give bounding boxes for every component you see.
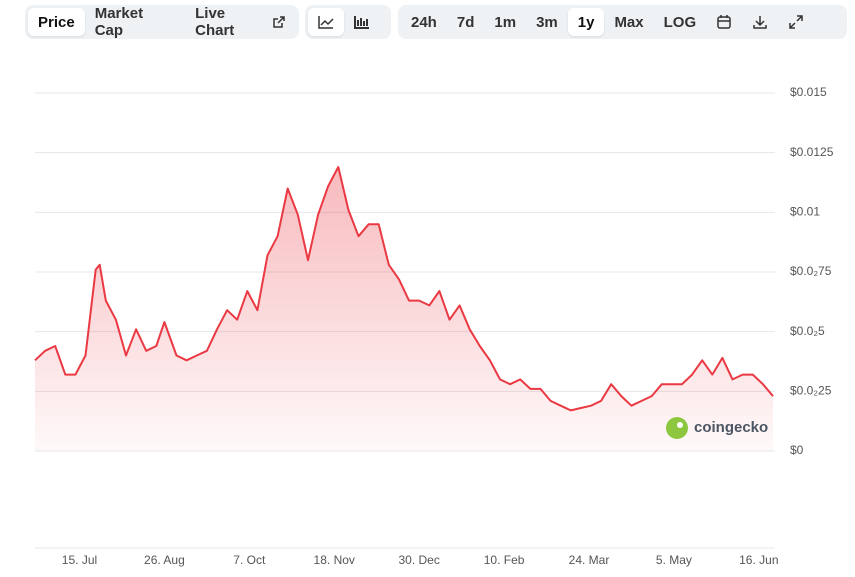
range-24h[interactable]: 24h <box>411 13 437 31</box>
x-tick-label: 7. Oct <box>233 553 266 567</box>
tab-group: Price Market Cap Live Chart <box>25 5 299 39</box>
y-tick-label: $0.0₂25 <box>790 384 832 398</box>
chart-type-group <box>305 5 391 39</box>
tab-label: Live Chart <box>195 5 235 39</box>
x-tick-label: 15. Jul <box>62 553 97 567</box>
y-tick-label: $0.01 <box>790 205 820 219</box>
download-icon <box>753 16 767 29</box>
x-tick-label: 24. Mar <box>569 553 610 567</box>
y-tick-label: $0.0125 <box>790 145 834 159</box>
y-tick-label: $0 <box>790 443 804 457</box>
calendar-icon <box>717 15 731 29</box>
tab-market-cap[interactable]: Market Cap <box>94 5 144 39</box>
calendar-button[interactable] <box>706 8 742 36</box>
candle-chart-button[interactable] <box>344 8 380 36</box>
range-max[interactable]: Max <box>614 13 644 31</box>
x-tick-label: 18. Nov <box>314 553 355 567</box>
x-tick-label: 16. Jun <box>739 553 778 567</box>
range-group: 24h 7d 1m 3m 1y Max LOG <box>398 5 847 39</box>
y-tick-label: $0.0₂75 <box>790 264 832 278</box>
range-1m[interactable]: 1m <box>494 13 517 31</box>
range-3m[interactable]: 3m <box>536 13 558 31</box>
candle-icon <box>354 16 369 29</box>
tab-live-chart[interactable]: Live Chart <box>185 5 296 39</box>
x-tick-label: 30. Dec <box>398 553 439 567</box>
line-icon <box>318 16 334 29</box>
x-tick-label: 10. Feb <box>484 553 525 567</box>
range-7d[interactable]: 7d <box>456 13 475 31</box>
y-tick-label: $0.015 <box>790 85 827 99</box>
price-line <box>34 166 774 412</box>
range-1y[interactable]: 1y <box>567 8 605 36</box>
fullscreen-button[interactable] <box>778 8 814 36</box>
tab-price[interactable]: Price <box>28 8 85 36</box>
price-area <box>35 167 773 451</box>
log-toggle[interactable]: LOG <box>663 13 697 31</box>
external-icon <box>273 16 285 28</box>
expand-icon <box>789 15 803 29</box>
x-tick-label: 26. Aug <box>144 553 185 567</box>
download-button[interactable] <box>742 8 778 36</box>
watermark: coingecko <box>666 417 768 439</box>
line-chart-button[interactable] <box>308 8 344 36</box>
x-tick-label: 5. May <box>656 553 692 567</box>
y-tick-label: $0.0₂5 <box>790 324 825 338</box>
watermark-text: coingecko <box>694 419 768 436</box>
